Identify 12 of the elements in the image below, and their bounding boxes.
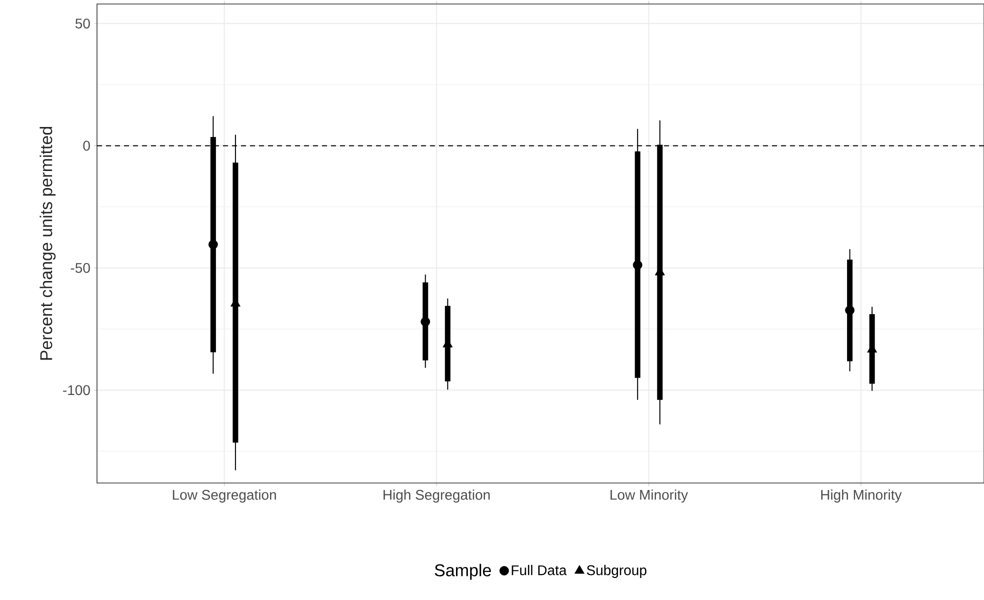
legend-label: Full Data	[512, 564, 567, 576]
x-tick-label: High Segregation	[384, 490, 490, 503]
y-axis-title: Percent change units permitted	[40, 126, 56, 360]
x-tick-label: Low Minority	[610, 490, 688, 503]
legend-label: Subgroup	[586, 564, 646, 578]
x-tick-label: High Minority	[821, 490, 902, 503]
x-tick-label: Low Segregation	[172, 490, 276, 503]
legend-title: Sample	[434, 564, 491, 580]
y-tick-label: 0	[83, 140, 90, 151]
y-tick-label: -100	[63, 385, 90, 396]
y-tick-label: 50	[75, 18, 90, 29]
y-tick-label: -50	[70, 262, 90, 273]
